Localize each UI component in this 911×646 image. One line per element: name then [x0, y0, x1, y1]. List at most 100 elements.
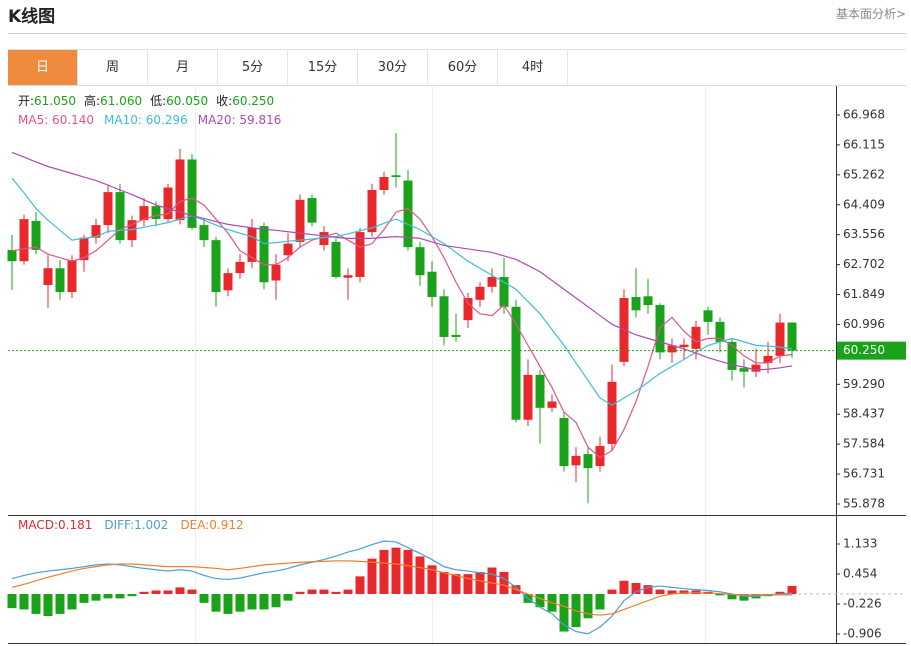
candle-body [55, 268, 65, 293]
candle-body [499, 276, 509, 307]
legend-item: 60.050 [166, 94, 208, 108]
legend-item: 高: [84, 93, 100, 108]
macd-bar [211, 594, 221, 612]
macd-bar [415, 556, 425, 595]
indicator-line [11, 177, 793, 406]
candle-body [235, 261, 245, 274]
candle-body [631, 296, 641, 311]
y-tick-label: 63.556 [843, 227, 885, 241]
macd-bar [259, 594, 269, 610]
macd-bar [163, 590, 173, 595]
y-tick-label: 1.133 [843, 536, 877, 550]
candle-body [703, 310, 713, 322]
candle-body [283, 243, 293, 256]
candle-body [643, 296, 653, 306]
macd-bar [643, 585, 653, 595]
macd-bar [331, 591, 341, 595]
candle-body [775, 322, 785, 356]
legend: MA5: 60.140 MA10: 60.296 MA20: 59.816 [18, 113, 281, 127]
candle-body [523, 374, 533, 420]
macd-bar [583, 594, 593, 619]
legend-item: DEA:0.912 [180, 518, 243, 532]
macd-bar [535, 594, 545, 608]
macd-bar [235, 594, 245, 612]
candle-body [163, 187, 173, 220]
tab[interactable]: 5分 [218, 50, 288, 85]
macd-bar [247, 594, 257, 610]
macd-bar [787, 586, 797, 595]
tab[interactable]: 周 [78, 50, 148, 85]
tab[interactable]: 月 [148, 50, 218, 85]
macd-bar [679, 590, 689, 595]
tab[interactable]: 4时 [498, 50, 568, 85]
candle-body [511, 306, 521, 420]
candle-body [259, 226, 269, 283]
candle-body [43, 268, 53, 286]
macd-bar [187, 589, 197, 595]
candle-body [463, 298, 473, 321]
candle-body [271, 264, 281, 281]
candle-body [427, 271, 437, 297]
candle-body [319, 232, 329, 246]
macd-bar [607, 589, 617, 595]
y-tick-label: 65.262 [843, 167, 885, 181]
candle-body [295, 199, 305, 242]
macd-bar [631, 582, 641, 595]
candle-body [763, 355, 773, 363]
candle-body [439, 296, 449, 337]
y-tick-label: -0.906 [843, 626, 882, 640]
macd-bar [667, 590, 677, 595]
macd-bar [295, 591, 305, 595]
macd-bar [175, 587, 185, 595]
macd-bar [619, 580, 629, 595]
macd-bar [67, 594, 77, 610]
candle-body [19, 219, 29, 262]
candle-body [31, 220, 41, 250]
macd-bar [307, 589, 317, 595]
tab-bar: 日周月 5分 15分 30分 60分 4时 [8, 50, 568, 85]
legend-item: 61.050 [34, 94, 76, 108]
macd-bar [103, 594, 113, 599]
macd-bar [391, 547, 401, 595]
tab[interactable]: 60分 [428, 50, 498, 85]
candle-body [151, 206, 161, 220]
y-tick-label: 66.115 [843, 137, 885, 151]
macd-bar [271, 594, 281, 608]
legend-item: MACD:0.181 [18, 518, 92, 532]
legend-item: 60.250 [232, 94, 274, 108]
macd-bar [727, 594, 737, 600]
macd-bar [223, 594, 233, 614]
candle-body [79, 237, 89, 261]
candle-body [751, 364, 761, 372]
macd-bar [451, 574, 461, 595]
candle-body [223, 273, 233, 291]
indicator-line [11, 197, 793, 459]
indicator-line [11, 151, 793, 371]
macd-bar [43, 594, 53, 617]
candle-body [415, 247, 425, 276]
y-tick-label: 62.702 [843, 257, 885, 271]
candle-body [379, 177, 389, 190]
candle-body [535, 374, 545, 408]
y-tick-label: 60.996 [843, 317, 885, 331]
legend-item: MA10: 60.296 [104, 113, 188, 127]
candle-body [667, 345, 677, 353]
macd-bar [19, 594, 29, 610]
candle-body [199, 225, 209, 241]
page-title: K线图 [8, 7, 56, 27]
analysis-link[interactable]: 基本面分析> [835, 7, 906, 21]
tab[interactable]: 15分 [288, 50, 358, 85]
y-tick-label: -0.226 [843, 596, 882, 610]
legend-item: 61.060 [100, 94, 142, 108]
tab[interactable]: 日 [8, 50, 78, 85]
tab[interactable]: 30分 [358, 50, 428, 85]
macd-bar [775, 591, 785, 595]
candle-body [91, 225, 101, 238]
legend-item: MA5: 60.140 [18, 113, 94, 127]
legend-item: 收: [216, 94, 232, 108]
macd-bar [199, 594, 209, 603]
candle-body [691, 326, 701, 349]
macd-bar [139, 591, 149, 595]
macd-bar [655, 589, 665, 595]
macd-bar [343, 589, 353, 595]
